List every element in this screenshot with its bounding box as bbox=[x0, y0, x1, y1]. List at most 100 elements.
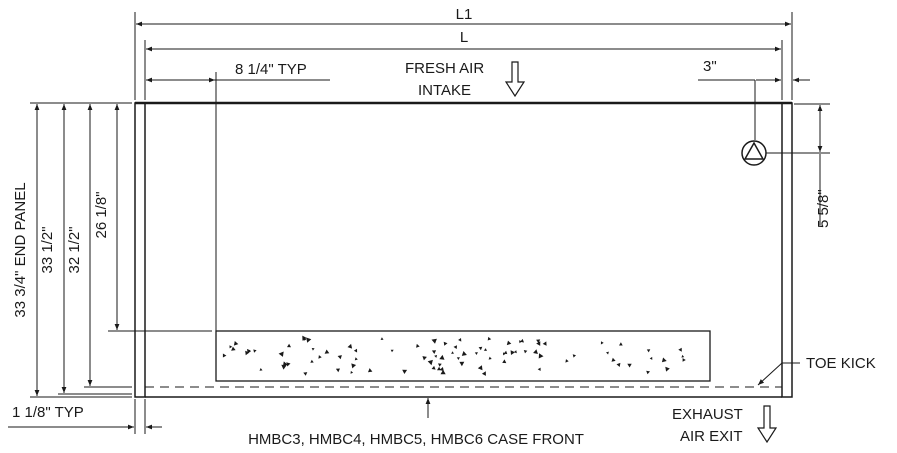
stipple-mark bbox=[456, 357, 460, 360]
stipple-mark bbox=[681, 354, 685, 358]
stipple-mark bbox=[459, 361, 465, 367]
case-front-label: HMBC3, HMBC4, HMBC5, HMBC6 CASE FRONT bbox=[248, 431, 584, 448]
stipple-mark bbox=[646, 370, 650, 375]
stipple-mark bbox=[431, 350, 437, 354]
stipple-mark bbox=[453, 345, 457, 349]
left-end-panel bbox=[134, 102, 146, 398]
stipple-mark bbox=[665, 366, 670, 372]
arrow-down-outline-icon bbox=[504, 61, 526, 98]
stipple-mark bbox=[233, 341, 239, 346]
dimension-height-a: 33 1/2" bbox=[39, 104, 132, 395]
stipple-mark bbox=[380, 337, 384, 340]
stipple-mark bbox=[278, 351, 284, 357]
stipple-mark bbox=[437, 366, 441, 371]
right-offset-label: 3" bbox=[703, 58, 717, 75]
stipple-mark bbox=[542, 341, 547, 346]
stipple-mark bbox=[478, 346, 483, 351]
stipple-mark bbox=[661, 357, 667, 363]
typical-spacing-label: 8 1/4" TYP bbox=[235, 61, 307, 78]
stipple-mark bbox=[351, 363, 357, 369]
fresh-air-label-line2: INTAKE bbox=[418, 82, 471, 99]
stipple-mark bbox=[536, 341, 541, 346]
stipple-mark bbox=[306, 337, 312, 343]
symbol-drop-label: 5 5/8" bbox=[815, 189, 832, 228]
end-panel-label: 33 3/4" END PANEL bbox=[12, 182, 29, 317]
stipple-mark bbox=[627, 363, 632, 368]
stipple-mark bbox=[335, 368, 340, 373]
stipple-mark bbox=[311, 348, 315, 351]
stipple-mark bbox=[510, 350, 515, 355]
stipple-mark bbox=[286, 362, 291, 367]
stipple-mark bbox=[416, 343, 420, 348]
stipple-mark bbox=[390, 349, 394, 353]
dimension-typical-spacing: 8 1/4" TYP bbox=[146, 61, 330, 83]
dimension-right-offset: 3" bbox=[698, 58, 810, 140]
stipple-mark bbox=[443, 341, 448, 346]
toe-kick-callout: TOE KICK bbox=[757, 355, 876, 386]
stipple-mark bbox=[434, 355, 438, 358]
stipple-mark bbox=[536, 339, 541, 344]
stipple-mark bbox=[302, 335, 307, 341]
stipple-mark bbox=[487, 336, 492, 341]
exhaust-callout: EXHAUST AIR EXIT bbox=[672, 405, 778, 445]
stipple-mark bbox=[519, 340, 522, 344]
stipple-mark bbox=[678, 347, 682, 352]
stipple-mark bbox=[431, 338, 437, 344]
dimension-l1: L1 bbox=[134, 6, 793, 100]
stipple-mark bbox=[458, 338, 462, 342]
dimension-height-c: 26 1/8" bbox=[93, 104, 212, 332]
stipple-mark bbox=[611, 357, 616, 362]
stipple-mark bbox=[646, 349, 651, 353]
right-end-panel bbox=[781, 102, 793, 398]
fresh-air-callout: FRESH AIR INTAKE bbox=[405, 60, 526, 99]
stipple-mark bbox=[354, 357, 358, 361]
stipple-mark bbox=[538, 353, 544, 359]
stipple-mark bbox=[649, 356, 653, 360]
stipple-mark bbox=[477, 365, 483, 371]
stipple-mark bbox=[281, 364, 287, 370]
stipple-mark bbox=[502, 359, 507, 364]
stipple-mark bbox=[427, 359, 433, 366]
stipple-mark bbox=[523, 350, 528, 354]
stipple-mark bbox=[287, 343, 291, 348]
dimension-symbol-drop: 5 5/8" bbox=[794, 103, 832, 228]
stipple-mark bbox=[324, 349, 330, 354]
stipple-mark bbox=[368, 368, 373, 373]
stipple-mark bbox=[222, 353, 227, 358]
l-label: L bbox=[460, 29, 468, 46]
height-b-label: 32 1/2" bbox=[66, 226, 83, 273]
dimension-end-panel: 33 3/4" END PANEL bbox=[12, 102, 132, 398]
stipple-mark bbox=[350, 370, 354, 374]
stipple-mark bbox=[247, 349, 251, 353]
stipple-mark bbox=[616, 362, 621, 367]
toe-kick-label: TOE KICK bbox=[806, 355, 876, 372]
case-outline bbox=[134, 101, 793, 398]
stipple-mark bbox=[431, 365, 436, 370]
stipple-mark bbox=[229, 345, 233, 349]
stipple-mark bbox=[461, 351, 467, 356]
dimension-height-b: 32 1/2" bbox=[66, 104, 132, 388]
stipple-mark bbox=[402, 369, 408, 374]
dimension-l: L bbox=[144, 29, 783, 100]
base-block bbox=[215, 330, 711, 382]
stipple-mark bbox=[438, 363, 442, 367]
height-c-label: 26 1/8" bbox=[93, 191, 110, 238]
stipple-mark bbox=[253, 349, 257, 353]
stipple-mark bbox=[474, 352, 478, 355]
stipple-mark bbox=[231, 346, 236, 351]
stipple-mark bbox=[347, 343, 353, 349]
stipple-mark bbox=[572, 354, 576, 358]
stipple-mark bbox=[310, 359, 314, 363]
stipple-mark bbox=[245, 350, 250, 356]
stipple-mark bbox=[533, 349, 538, 354]
toe-offset-label: 1 1/8" TYP bbox=[12, 404, 84, 421]
stipple-mark bbox=[337, 355, 342, 360]
fresh-air-label-line1: FRESH AIR bbox=[405, 60, 484, 77]
stipple-mark bbox=[619, 342, 623, 346]
stipple-mark bbox=[606, 351, 609, 355]
stipple-mark bbox=[565, 359, 569, 363]
toe-kick-leader bbox=[757, 362, 783, 386]
stipple-mark bbox=[282, 361, 288, 367]
exhaust-label-line1: EXHAUST bbox=[672, 406, 743, 423]
